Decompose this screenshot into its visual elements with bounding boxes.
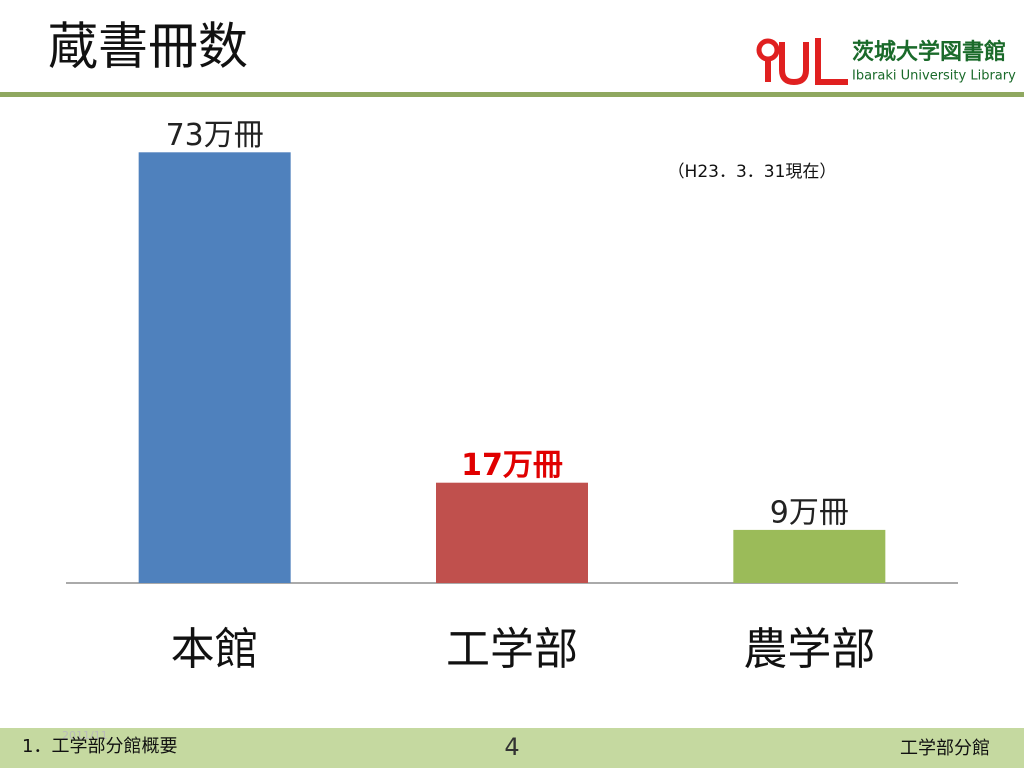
category-label: 工学部 bbox=[446, 624, 578, 675]
logo-english: Ibaraki University Library bbox=[852, 69, 1016, 84]
bar bbox=[733, 529, 886, 583]
value-label: 17万冊 bbox=[461, 448, 563, 483]
bar bbox=[436, 482, 588, 583]
logo-mark bbox=[815, 38, 848, 85]
category-label: 本館 bbox=[171, 624, 259, 675]
logo-name: 茨城大学図書館 bbox=[852, 39, 1006, 65]
header-rule bbox=[0, 92, 1024, 97]
bar bbox=[138, 152, 291, 584]
annotation: （H23．3．31現在） bbox=[668, 162, 837, 182]
value-label: 9万冊 bbox=[770, 495, 849, 530]
footer-date: 2011/11 bbox=[62, 729, 108, 742]
footer-branch: 工学部分館 bbox=[900, 738, 990, 759]
page-number: 4 bbox=[504, 733, 519, 761]
footer-band bbox=[0, 728, 1024, 768]
slide-title: 蔵書冊数 bbox=[48, 18, 248, 76]
category-label: 農学部 bbox=[743, 624, 875, 675]
footer-section: 1．工学部分館概要 bbox=[22, 736, 177, 757]
logo-mark bbox=[779, 42, 809, 86]
value-label: 73万冊 bbox=[166, 118, 264, 153]
logo-mark bbox=[765, 60, 771, 82]
logo: 茨城大学図書館 Ibaraki University Library bbox=[756, 38, 1016, 86]
logo-mark bbox=[756, 38, 780, 62]
